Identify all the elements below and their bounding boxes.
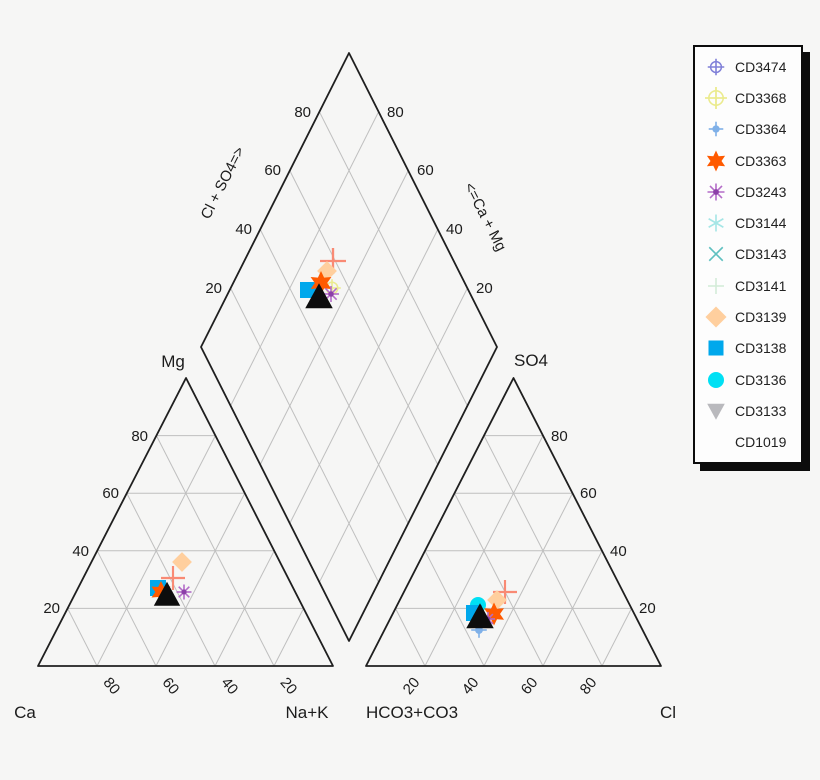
- data-point-CD3363-diamond[interactable]: [310, 271, 332, 295]
- legend-label: CD3139: [735, 309, 787, 326]
- legend-item-CD3243[interactable]: CD3243: [700, 176, 801, 207]
- legend-label: CD3363: [735, 152, 787, 169]
- legend-marker-asterisk-8-icon: [707, 183, 725, 201]
- anion-triangle-grid: [395, 435, 632, 667]
- legend-item-CD3368[interactable]: CD3368: [700, 82, 801, 113]
- legend-item-CD3364[interactable]: CD3364: [700, 114, 801, 145]
- tick-label: 40: [610, 543, 627, 560]
- data-point-CD1019-diamond[interactable]: [305, 283, 333, 309]
- legend-marker-diamond-icon: [705, 306, 727, 328]
- legend-item-CD3144[interactable]: CD3144: [700, 207, 801, 238]
- legend-label: CD3138: [735, 340, 787, 357]
- legend-item-CD3139[interactable]: CD3139: [700, 301, 801, 332]
- legend-item-CD3363[interactable]: CD3363: [700, 145, 801, 176]
- tick-label: 80: [294, 104, 311, 121]
- data-point-CD3243-diamond[interactable]: [323, 286, 339, 302]
- legend-marker-x-icon: [708, 247, 724, 262]
- data-point-CD1019-anion-triangle[interactable]: [466, 603, 494, 629]
- legend-item-CD3141[interactable]: CD3141: [700, 270, 801, 301]
- legend-item-CD3143[interactable]: CD3143: [700, 239, 801, 270]
- legend-marker-circle-plus-icon: [707, 58, 725, 75]
- data-point-CD3363-anion-triangle[interactable]: [484, 602, 504, 626]
- tick-label: 80: [387, 104, 404, 121]
- diamond-grid: [230, 111, 468, 583]
- legend-label: CD3144: [735, 215, 787, 232]
- legend-label: CD3364: [735, 121, 787, 138]
- data-point-CD3139-diamond[interactable]: [317, 261, 337, 281]
- axis-corner-label: HCO3+CO3: [366, 703, 458, 722]
- tick-label: 20: [43, 600, 60, 617]
- tick-label: 60: [102, 485, 119, 502]
- data-point-CD3243-cation-triangle[interactable]: [176, 584, 192, 600]
- legend: CD3474 CD3368 CD3364 CD3363 CD3243 CD3144 CD31…: [693, 45, 803, 464]
- tick-label: 40: [72, 543, 89, 560]
- legend-marker-dot-plus-icon: [708, 121, 724, 137]
- legend-marker-square-icon: [708, 340, 724, 356]
- legend-marker-asterisk-6-icon: [708, 214, 724, 232]
- legend-label: CD3243: [735, 183, 787, 200]
- anion-triangle-outline: [365, 377, 662, 667]
- cation-triangle-outline: [37, 377, 334, 667]
- data-point-CD3141-cation-triangle[interactable]: [161, 566, 185, 590]
- legend-marker-plus-icon: [708, 277, 724, 294]
- diamond-outline: [200, 52, 498, 642]
- legend-label: CD3141: [735, 277, 787, 294]
- legend-item-CD3133[interactable]: CD3133: [700, 395, 801, 426]
- legend-marker-star-6-icon: [706, 150, 726, 172]
- legend-item-CD3136[interactable]: CD3136: [700, 364, 801, 395]
- tick-label: 20: [205, 280, 222, 297]
- legend-label: CD3368: [735, 89, 787, 106]
- tick-label: 60: [417, 162, 434, 179]
- axis-corner-label: SO4: [514, 351, 548, 370]
- cation-triangle-grid: [67, 435, 305, 667]
- tick-label: 40: [446, 221, 463, 238]
- legend-item-CD3474[interactable]: CD3474: [700, 51, 801, 82]
- legend-marker-circle-icon: [708, 371, 724, 388]
- tick-label: 40: [235, 221, 252, 238]
- axis-corner-label: Mg: [161, 352, 185, 371]
- data-point-CD3363-cation-triangle[interactable]: [151, 581, 171, 603]
- data-point-CD3139-anion-triangle[interactable]: [487, 590, 507, 610]
- legend-label: CD3474: [735, 58, 787, 75]
- data-point-CD1019-cation-triangle[interactable]: [153, 581, 181, 606]
- legend-marker-circle-plus-icon: [705, 86, 727, 109]
- tick-label: 20: [476, 280, 493, 297]
- legend-label: CD1019: [735, 434, 787, 451]
- legend-label: CD3133: [735, 402, 787, 419]
- legend-marker-triangle-down-icon: [707, 403, 725, 420]
- axis-corner-label: Cl: [660, 703, 676, 722]
- legend-label: CD3143: [735, 246, 787, 263]
- tick-label: 20: [639, 600, 656, 617]
- tick-label: 60: [580, 485, 597, 502]
- data-point-CD3139-cation-triangle[interactable]: [172, 552, 192, 572]
- legend-marker-blank-icon: [700, 429, 730, 455]
- data-point-CD3138-diamond[interactable]: [300, 282, 316, 298]
- axis-corner-label: Na+K: [286, 703, 330, 722]
- legend-item-CD3138[interactable]: CD3138: [700, 333, 801, 364]
- legend-item-CD1019[interactable]: CD1019: [700, 427, 801, 458]
- legend-label: CD3136: [735, 371, 787, 388]
- tick-label: 80: [131, 428, 148, 445]
- tick-label: 60: [264, 162, 281, 179]
- axis-corner-label: Ca: [14, 703, 36, 722]
- tick-label: 80: [551, 428, 568, 445]
